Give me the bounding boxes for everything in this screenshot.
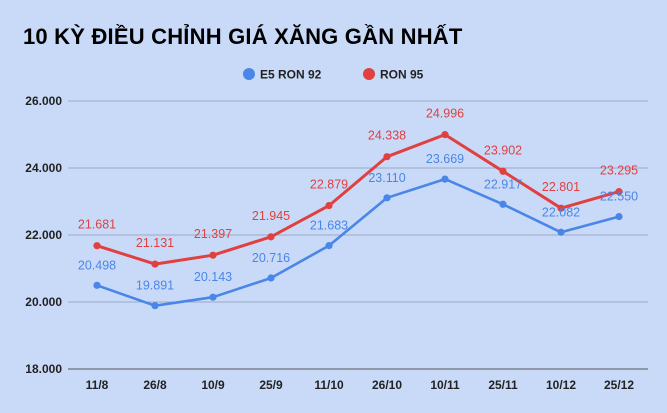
- data-label: 22.879: [310, 178, 348, 192]
- gridlines: [68, 100, 648, 370]
- x-tick-label: 10/11: [430, 378, 460, 392]
- data-point: [383, 153, 391, 161]
- y-tick-label: 26.000: [25, 94, 62, 108]
- data-point: [441, 175, 449, 183]
- y-tick-label: 22.000: [25, 228, 62, 242]
- series-line: [95, 177, 621, 308]
- series-lines: [93, 131, 623, 310]
- data-label: 21.397: [194, 227, 232, 241]
- data-label: 22.917: [484, 177, 522, 191]
- data-point: [325, 242, 333, 250]
- data-label: 23.902: [484, 143, 522, 157]
- data-point: [325, 201, 333, 210]
- data-label: 20.716: [252, 251, 290, 265]
- data-label: 21.945: [252, 209, 290, 223]
- legend-marker: [243, 68, 255, 80]
- data-label: 24.996: [426, 107, 464, 121]
- data-label: 22.801: [542, 180, 580, 194]
- data-point: [209, 293, 217, 301]
- data-label: 21.131: [136, 236, 174, 250]
- x-tick-label: 26/10: [372, 378, 402, 392]
- data-point: [93, 281, 101, 289]
- legend-label: RON 95: [380, 68, 424, 82]
- x-tick-label: 11/10: [314, 378, 344, 392]
- data-point: [615, 212, 623, 221]
- data-point: [209, 251, 217, 259]
- data-label: 19.891: [136, 279, 174, 293]
- data-labels: 20.498 19.891 20.143 20.716 21.683 23.110 23.6…: [78, 107, 638, 293]
- data-label: 21.683: [310, 219, 348, 233]
- data-label: 20.498: [78, 258, 116, 272]
- data-point: [151, 302, 159, 310]
- data-label: 23.110: [368, 171, 405, 185]
- x-tick-label: 25/11: [488, 378, 518, 392]
- x-tick-label: 10/9: [201, 378, 225, 392]
- legend: E5 RON 92 RON 95: [243, 68, 424, 82]
- data-label: 21.681: [78, 218, 116, 232]
- data-label: 22.082: [542, 205, 580, 219]
- data-point: [499, 167, 507, 175]
- data-label: 23.295: [600, 164, 638, 178]
- data-point: [151, 260, 159, 268]
- data-label: 20.143: [194, 270, 232, 284]
- x-tick-label: 25/9: [259, 378, 283, 392]
- x-tick-label: 26/8: [143, 378, 167, 392]
- data-point: [441, 131, 449, 139]
- data-point: [557, 228, 565, 236]
- legend-label: E5 RON 92: [260, 68, 322, 82]
- data-label: 23.669: [426, 152, 464, 166]
- x-tick-label: 11/8: [86, 378, 109, 392]
- x-tick-label: 25/12: [604, 378, 634, 392]
- chart-title: 10 KỲ ĐIỀU CHỈNH GIÁ XĂNG GẦN NHẤT: [23, 24, 463, 49]
- axes: 18.000 20.000 22.000 24.000 26.000 11/8 26/8 10…: [25, 94, 634, 392]
- data-point: [499, 200, 507, 208]
- data-label: 22.550: [600, 190, 638, 204]
- y-tick-label: 24.000: [25, 161, 62, 175]
- data-point: [615, 188, 623, 196]
- data-label: 24.338: [368, 129, 406, 143]
- data-point: [383, 194, 391, 202]
- data-point: [267, 233, 275, 241]
- data-point: [267, 274, 275, 282]
- y-tick-label: 20.000: [25, 295, 62, 309]
- x-tick-label: 10/12: [546, 378, 576, 392]
- legend-marker: [363, 68, 375, 80]
- series-line: [95, 133, 621, 266]
- data-point: [93, 242, 101, 250]
- y-tick-label: 18.000: [25, 362, 62, 376]
- data-point: [557, 204, 565, 212]
